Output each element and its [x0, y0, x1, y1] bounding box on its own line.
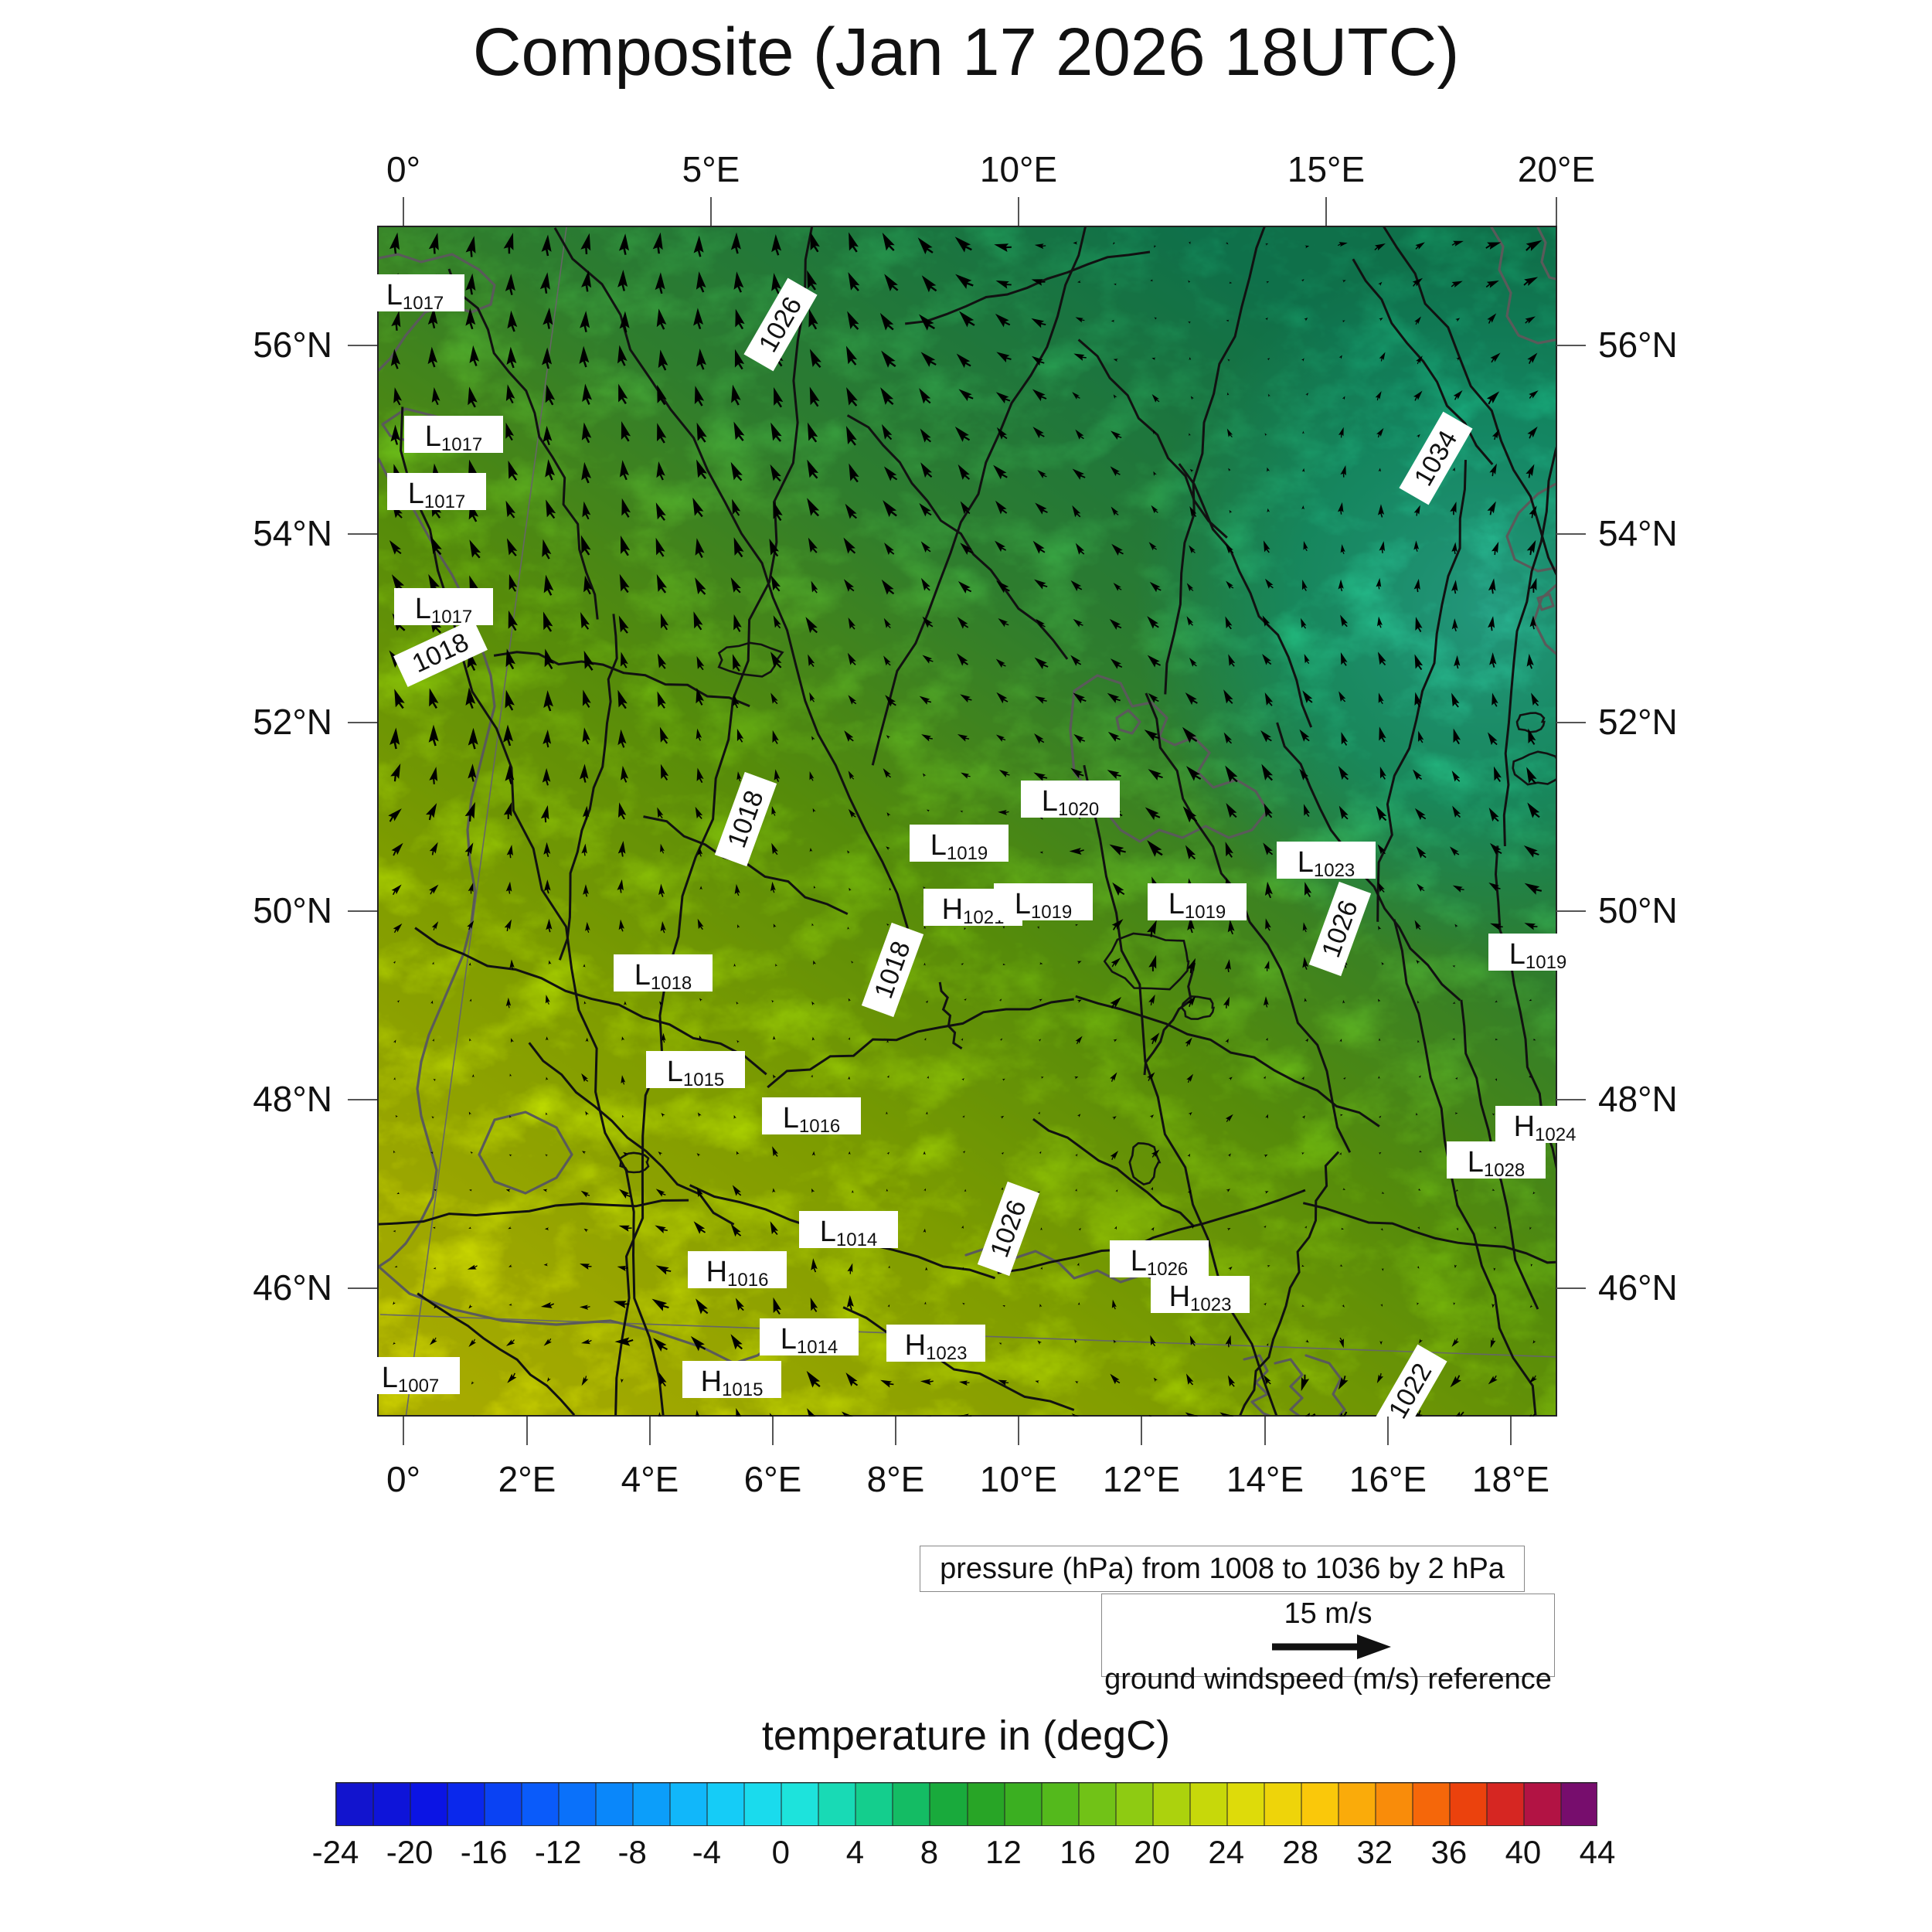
- svg-text:4: 4: [846, 1834, 864, 1870]
- svg-text:20°E: 20°E: [1518, 149, 1595, 189]
- svg-text:-8: -8: [618, 1834, 647, 1870]
- svg-text:36: 36: [1431, 1834, 1468, 1870]
- svg-text:4°E: 4°E: [621, 1459, 679, 1499]
- svg-text:12: 12: [985, 1834, 1022, 1870]
- svg-text:14°E: 14°E: [1226, 1459, 1304, 1499]
- svg-text:0°: 0°: [386, 1459, 420, 1499]
- svg-text:-12: -12: [535, 1834, 582, 1870]
- svg-text:32: 32: [1356, 1834, 1393, 1870]
- svg-text:10°E: 10°E: [980, 149, 1057, 189]
- svg-text:-16: -16: [461, 1834, 508, 1870]
- svg-text:15°E: 15°E: [1287, 149, 1365, 189]
- svg-text:56°N: 56°N: [1598, 325, 1678, 365]
- svg-text:44: 44: [1580, 1834, 1616, 1870]
- svg-text:46°N: 46°N: [253, 1267, 332, 1308]
- svg-text:16°E: 16°E: [1349, 1459, 1427, 1499]
- svg-text:28: 28: [1282, 1834, 1318, 1870]
- svg-text:5°E: 5°E: [682, 149, 740, 189]
- svg-text:52°N: 52°N: [1598, 702, 1678, 742]
- svg-text:6°E: 6°E: [744, 1459, 802, 1499]
- svg-text:10°E: 10°E: [980, 1459, 1057, 1499]
- svg-text:0: 0: [772, 1834, 790, 1870]
- svg-text:0°: 0°: [386, 149, 420, 189]
- svg-text:16: 16: [1060, 1834, 1096, 1870]
- svg-text:-4: -4: [692, 1834, 721, 1870]
- svg-text:48°N: 48°N: [1598, 1079, 1678, 1119]
- svg-text:54°N: 54°N: [253, 513, 332, 553]
- svg-text:12°E: 12°E: [1103, 1459, 1180, 1499]
- svg-text:8: 8: [920, 1834, 938, 1870]
- svg-text:8°E: 8°E: [867, 1459, 925, 1499]
- svg-text:48°N: 48°N: [253, 1079, 332, 1119]
- svg-text:54°N: 54°N: [1598, 513, 1678, 553]
- svg-text:56°N: 56°N: [253, 325, 332, 365]
- svg-text:2°E: 2°E: [498, 1459, 556, 1499]
- svg-text:20: 20: [1134, 1834, 1170, 1870]
- svg-text:18°E: 18°E: [1472, 1459, 1549, 1499]
- svg-text:-20: -20: [386, 1834, 434, 1870]
- svg-text:46°N: 46°N: [1598, 1267, 1678, 1308]
- svg-text:52°N: 52°N: [253, 702, 332, 742]
- svg-text:50°N: 50°N: [1598, 890, 1678, 930]
- svg-text:24: 24: [1208, 1834, 1244, 1870]
- svg-text:40: 40: [1505, 1834, 1542, 1870]
- svg-text:-24: -24: [312, 1834, 359, 1870]
- svg-text:50°N: 50°N: [253, 890, 332, 930]
